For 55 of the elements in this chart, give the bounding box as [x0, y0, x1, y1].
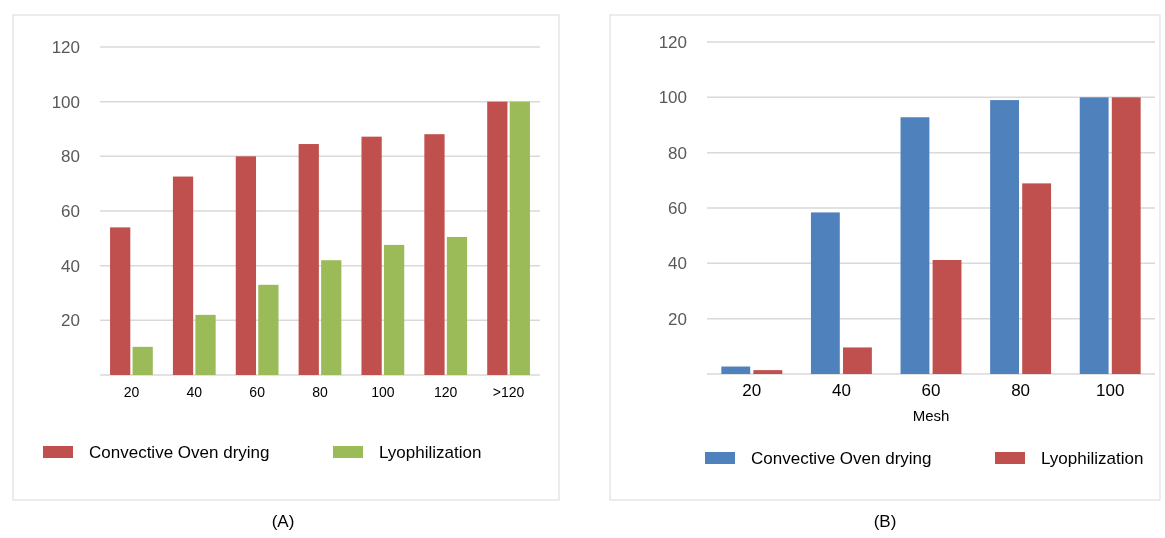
bar [361, 136, 382, 375]
x-tick-label: 40 [831, 381, 851, 400]
x-tick-label: 20 [742, 381, 762, 400]
legend-label: Convective Oven drying [751, 448, 932, 468]
bar [446, 236, 468, 375]
bar [383, 244, 405, 375]
y-tick-label: 40 [668, 254, 687, 274]
y-tick-label: 60 [61, 201, 80, 221]
bar [258, 284, 279, 375]
x-tick-label: 100 [1096, 381, 1125, 400]
bar [110, 227, 131, 375]
x-tick-label: 120 [434, 384, 458, 400]
text: (B) [873, 512, 897, 531]
y-tick-label: 80 [61, 147, 80, 167]
bar [843, 347, 872, 374]
y-tick-label: 40 [61, 256, 80, 276]
legend-label: Lyophilization [1041, 448, 1144, 468]
y-tick-label: 100 [51, 92, 80, 112]
bar [424, 134, 445, 375]
x-tick-label: 60 [249, 384, 266, 400]
y-tick-label: 20 [61, 311, 80, 331]
bar [298, 144, 319, 375]
bar [132, 346, 153, 375]
bar [1022, 183, 1052, 374]
bar [932, 260, 962, 374]
bar [487, 101, 508, 375]
bar [321, 260, 342, 375]
text: (A) [271, 512, 295, 531]
x-tick-label: 80 [1011, 381, 1031, 400]
y-tick-label: 120 [658, 32, 687, 52]
bar [195, 314, 216, 375]
x-tick-label: 20 [123, 384, 140, 400]
bar [509, 101, 530, 375]
bar [990, 100, 1019, 374]
bar [753, 370, 783, 374]
x-tick-label: 100 [371, 384, 395, 400]
bar [1079, 97, 1109, 374]
bar [810, 212, 840, 374]
x-axis-title: Mesh [912, 407, 950, 424]
x-tick-label: 60 [921, 381, 941, 400]
y-tick-label: 20 [668, 309, 687, 329]
bar [172, 176, 194, 375]
x-tick-label: >120 [492, 384, 525, 400]
bar [1111, 97, 1141, 374]
bar [721, 366, 751, 374]
bar [235, 156, 257, 375]
legend-label: Convective Oven drying [89, 442, 270, 462]
y-tick-label: 120 [51, 37, 80, 57]
legend-label: Lyophilization [379, 442, 482, 462]
y-tick-label: 100 [658, 88, 687, 108]
bar [900, 117, 930, 374]
x-tick-label: 40 [186, 384, 203, 400]
y-tick-label: 60 [668, 198, 687, 218]
y-tick-label: 80 [668, 143, 687, 163]
x-tick-label: 80 [312, 384, 328, 400]
